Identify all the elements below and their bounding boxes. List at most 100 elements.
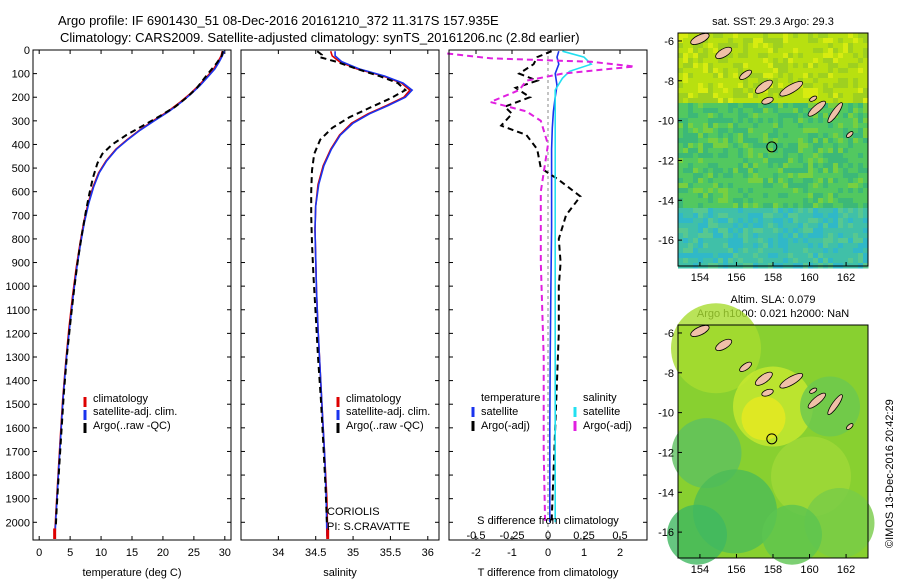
s-tick-label: 0.25 [573, 530, 594, 542]
series-argo-raw-qc [310, 50, 408, 523]
depth-tick-label: 1000 [6, 281, 30, 293]
island-shape [809, 95, 818, 102]
s-tick-label: -0.5 [467, 530, 486, 542]
map-x-tick-label: 162 [837, 564, 855, 576]
map-x-tick-label: 154 [691, 564, 709, 576]
map-y-tick-label: -14 [658, 195, 674, 207]
title-line-2: Climatology: CARS2009. Satellite-adjuste… [60, 30, 580, 45]
depth-tick-label: 1500 [6, 399, 30, 411]
x-tick-label: 0 [545, 547, 551, 559]
series-satellite-adj-clim [314, 51, 414, 537]
island-shape [715, 338, 733, 351]
depth-tick-label: 100 [12, 69, 30, 81]
legend-label-satellite: satellite-adj. clim. [346, 406, 430, 418]
depth-tick-label: 900 [12, 258, 30, 270]
argo-location-marker [766, 433, 778, 445]
difference-legend: temperature salinity satellite Argo(-adj… [471, 392, 632, 432]
x-tick-label: 1 [581, 547, 587, 559]
s-difference-label: S difference from climatology [477, 515, 619, 527]
map-x-tick-label: 160 [800, 564, 818, 576]
depth-tick-label: 1900 [6, 494, 30, 506]
s-tick-label: 0 [545, 530, 551, 542]
temperature-legend: climatology satellite-adj. clim. Argo(..… [83, 393, 177, 433]
sst-map-panel: sat. SST: 29.3 Argo: 29.3 154 156 158 160 16… [658, 16, 869, 284]
legend-title-salinity: salinity [583, 392, 617, 404]
legend-label-sal-satellite: satellite [583, 406, 620, 418]
x-tick-label: -2 [471, 547, 481, 559]
series-satellite-adj-clim [54, 50, 225, 537]
island-shape [754, 371, 773, 386]
x-tick-label: 15 [126, 547, 138, 559]
map-x-tick-label: 158 [764, 564, 782, 576]
map-x-tick-label: 156 [727, 272, 745, 284]
island-shape [827, 394, 843, 416]
map-y-tick-label: -16 [658, 235, 674, 247]
map-y-tick-label: -8 [664, 368, 674, 380]
island-shape [807, 392, 826, 409]
depth-tick-label: 2000 [6, 517, 30, 529]
x-tick-label: 10 [95, 547, 107, 559]
pi-annotation: PI: S.CRAVATTE [327, 521, 410, 533]
x-tick-label: 34 [272, 547, 284, 559]
island-shape [807, 100, 826, 117]
x-tick-label: 5 [67, 547, 73, 559]
x-tick-label: 25 [188, 547, 200, 559]
island-shape [690, 325, 710, 337]
sla-map-frame [677, 324, 869, 559]
map-y-tick-label: -12 [658, 447, 674, 459]
argo-location-marker [766, 141, 778, 153]
depth-tick-label: 700 [12, 210, 30, 222]
island-shape [827, 102, 843, 124]
legend-label-climatology: climatology [93, 393, 149, 405]
depth-tick-label: 300 [12, 116, 30, 128]
salinity-series [310, 50, 414, 539]
salinity-xlabel: salinity [323, 567, 357, 579]
sla-map-title: Altim. SLA: 0.079 [731, 294, 816, 306]
depth-tick-label: 400 [12, 139, 30, 151]
series-salinity-satellite [554, 50, 593, 523]
island-shape [761, 96, 774, 105]
imos-credit: ©IMOS 13-Dec-2016 20:42:29 [884, 399, 896, 548]
s-tick-label: -0.25 [499, 530, 524, 542]
depth-tick-label: 1100 [6, 305, 30, 317]
island-shape [754, 79, 773, 94]
legend-label-temp-satellite: satellite [481, 406, 518, 418]
island-shape [739, 361, 752, 372]
x-tick-label: 0 [36, 547, 42, 559]
salinity-axes-frame [240, 49, 440, 541]
legend-label-climatology: climatology [346, 393, 402, 405]
map-x-tick-label: 154 [691, 272, 709, 284]
depth-tick-label: 200 [12, 92, 30, 104]
sst-map-title: sat. SST: 29.3 Argo: 29.3 [712, 16, 834, 28]
coriolis-annotation: CORIOLIS [327, 506, 380, 518]
legend-label-argo: Argo(..raw -QC) [93, 420, 171, 432]
map-y-tick-label: -10 [658, 116, 674, 128]
salinity-panel: 34 34.5 35 35.5 36 climatology satellite-adj… [240, 49, 440, 579]
island-shape [846, 423, 854, 430]
depth-tick-label: 1700 [6, 446, 30, 458]
legend-label-satellite: satellite-adj. clim. [93, 406, 177, 418]
temperature-series [53, 50, 225, 539]
temperature-panel: 0 5 10 15 20 25 300100200300400500600700800900… [6, 45, 232, 579]
map-y-tick-label: -12 [658, 155, 674, 167]
depth-tick-label: 800 [12, 234, 30, 246]
map-y-tick-label: -8 [664, 76, 674, 88]
series-salinity-argo-adj [447, 52, 635, 523]
map-y-tick-label: -16 [658, 527, 674, 539]
series-climatology [314, 50, 412, 537]
x-tick-label: 36 [422, 547, 434, 559]
sla-map-field: 154 156 158 160 162 -6 -8 -10 -12 -14 -16 [658, 303, 875, 576]
island-shape [779, 80, 804, 97]
series-temperature-satellite [548, 50, 560, 523]
legend-title-temperature: temperature [481, 392, 540, 404]
island-shape [846, 131, 854, 138]
sla-map-panel: Altim. SLA: 0.079 Argo h1000: 0.021 h200… [658, 294, 875, 576]
x-tick-label: 35.5 [380, 547, 401, 559]
x-tick-label: 20 [157, 547, 169, 559]
depth-tick-label: 1300 [6, 352, 30, 364]
island-shape [715, 46, 733, 59]
salinity-legend: climatology satellite-adj. clim. Argo(..… [336, 393, 430, 433]
difference-axes-frame [448, 49, 648, 541]
sst-map-frame [677, 32, 869, 267]
